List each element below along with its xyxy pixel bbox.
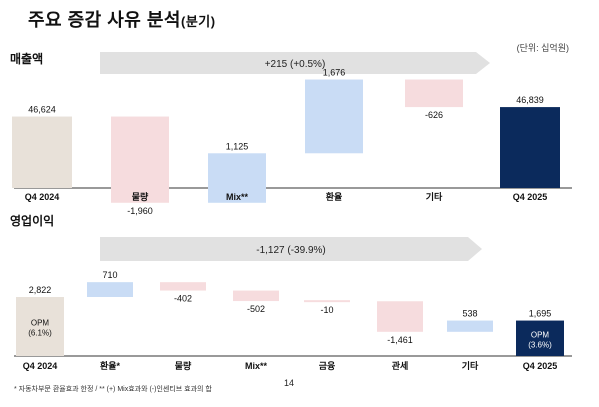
revenue-category-label-1: 물량 — [132, 191, 149, 202]
op-income-value-label-1: 710 — [102, 270, 117, 280]
op-income-section-label: 영업이익 — [10, 214, 55, 228]
op-income-bar-6 — [447, 320, 493, 332]
op-income-category-label-0: Q4 2024 — [23, 361, 58, 371]
revenue-category-label-5: Q4 2025 — [513, 192, 548, 202]
op-income-bar-2 — [160, 282, 206, 291]
revenue-bar-2 — [208, 153, 266, 203]
revenue-bar-5 — [500, 107, 560, 188]
op-income-value-label-0: 2,822 — [29, 285, 52, 295]
revenue-category-label-4: 기타 — [426, 191, 443, 202]
op-income-opm-label-1: OPM — [531, 330, 550, 339]
op-income-bar-3 — [233, 290, 279, 302]
op-income-opm-value-0: (6.1%) — [28, 329, 52, 338]
op-income-category-label-2: 물량 — [175, 360, 192, 371]
op-income-value-label-4: -10 — [320, 305, 333, 315]
op-income-category-label-6: 기타 — [462, 360, 479, 371]
footnote: * 자동차부문 환율효과 한정 / ** (+) Mix효과와 (-)인센티브 … — [14, 386, 212, 393]
unit-label: (단위: 십억원) — [516, 43, 569, 53]
revenue-change-annotation: +215 (+0.5%) — [265, 59, 326, 70]
revenue-category-label-3: 환율 — [326, 191, 343, 202]
op-income-change-annotation: -1,127 (-39.9%) — [256, 245, 325, 256]
op-income-opm-label-0: OPM — [31, 319, 50, 328]
op-income-opm-value-1: (3.6%) — [528, 340, 552, 349]
revenue-bar-3 — [305, 79, 363, 154]
page-title-sub: (분기) — [180, 14, 216, 29]
op-income-value-label-2: -402 — [174, 294, 192, 304]
revenue-bar-4 — [405, 79, 463, 108]
revenue-value-label-1: -1,960 — [127, 206, 153, 216]
revenue-value-label-5: 46,839 — [516, 95, 544, 105]
revenue-category-label-0: Q4 2024 — [25, 192, 60, 202]
revenue-category-label-2: Mix** — [226, 192, 249, 202]
op-income-bar-1 — [87, 282, 133, 297]
op-income-value-label-7: 1,695 — [529, 309, 552, 319]
op-income-category-label-3: Mix** — [245, 361, 268, 371]
revenue-value-label-3: 1,676 — [323, 68, 346, 78]
page-title: 주요 증감 사유 분석(분기) — [28, 6, 216, 32]
op-income-value-label-3: -502 — [247, 304, 265, 314]
op-income-value-label-6: 538 — [462, 309, 477, 319]
page-title-main: 주요 증감 사유 분석 — [28, 10, 181, 30]
revenue-section-label: 매출액 — [10, 52, 44, 66]
op-income-value-label-5: -1,461 — [387, 335, 413, 345]
op-income-category-label-1: 환율* — [100, 360, 121, 371]
op-income-bar-0 — [16, 297, 64, 356]
page-number: 14 — [284, 378, 295, 388]
revenue-bar-0 — [12, 116, 72, 188]
op-income-bar-7 — [516, 320, 564, 356]
op-income-category-label-4: 금융 — [319, 361, 336, 371]
op-income-bar-5 — [377, 301, 423, 332]
revenue-value-label-0: 46,624 — [28, 105, 56, 115]
revenue-value-label-2: 1,125 — [226, 141, 249, 151]
op-income-category-label-7: Q4 2025 — [523, 361, 558, 371]
revenue-bar-1 — [111, 116, 169, 203]
op-income-bar-4 — [304, 300, 350, 303]
revenue-change-arrow — [100, 52, 490, 74]
op-income-change-arrow — [100, 237, 482, 261]
revenue-value-label-4: -626 — [425, 110, 443, 120]
op-income-category-label-5: 관세 — [392, 360, 409, 371]
